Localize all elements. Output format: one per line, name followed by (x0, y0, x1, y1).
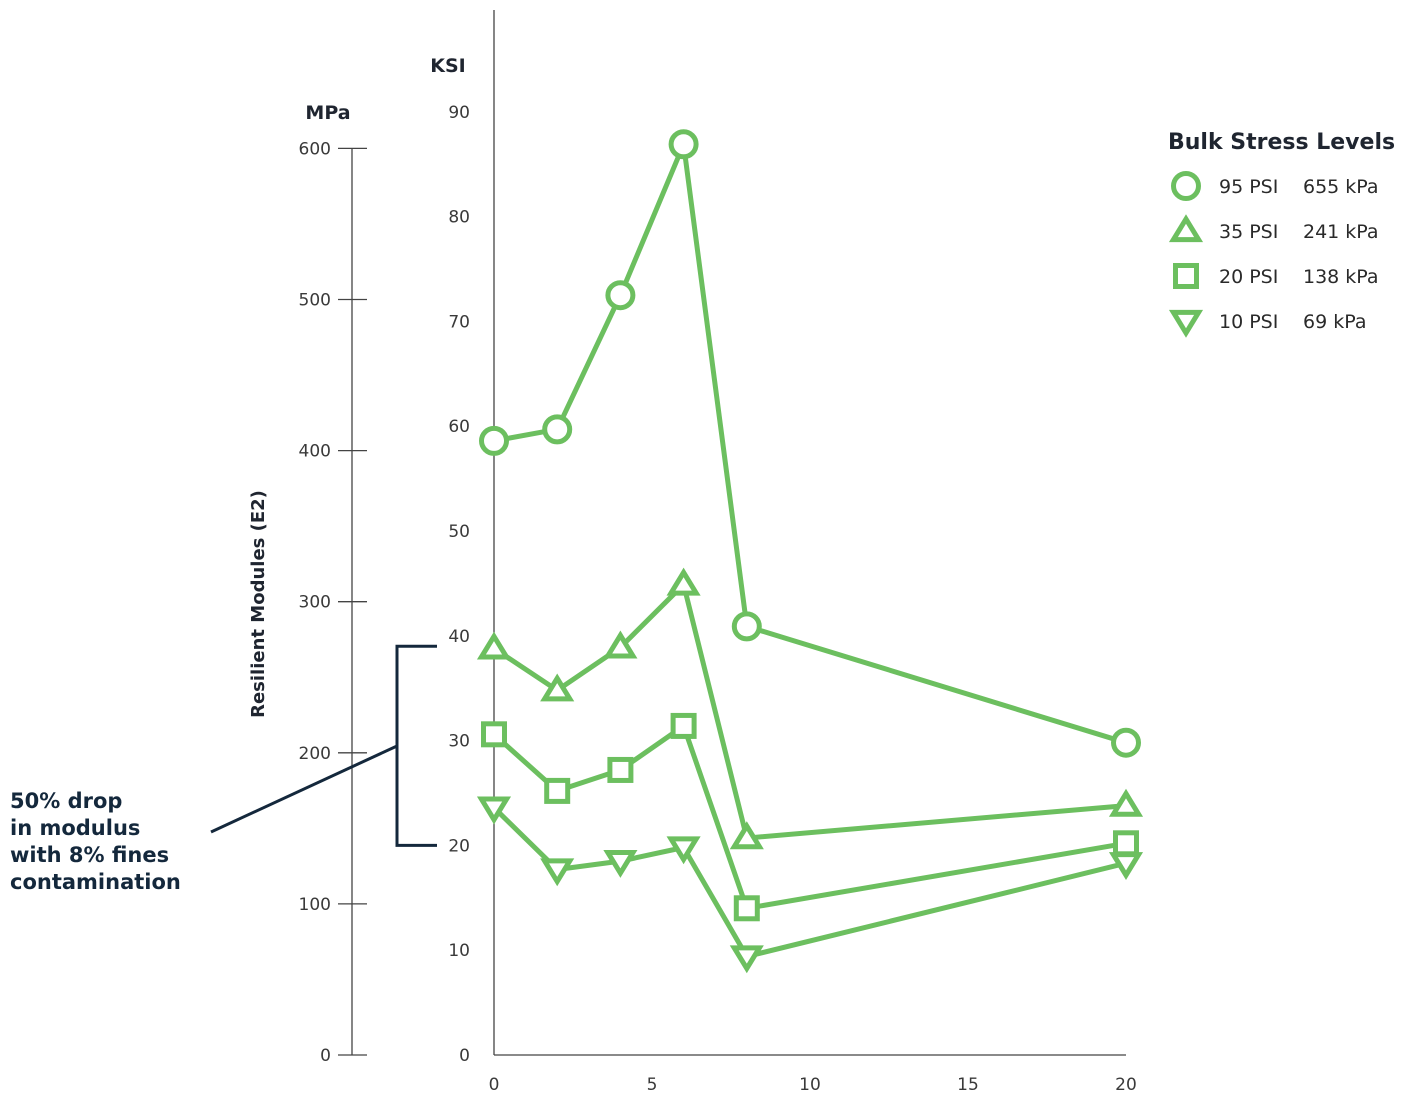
data-point (605, 280, 636, 311)
data-point (540, 858, 575, 887)
legend-item: 35 PSI 241 kPa (1168, 214, 1379, 243)
data-point (1113, 830, 1139, 857)
ksi-axis-label: KSI (430, 55, 465, 77)
legend-label: 95 PSI (1219, 176, 1278, 198)
series-4 (476, 796, 1144, 974)
annotation-layer: 50% drop in modulus with 8% fines contam… (10, 644, 437, 894)
series-1 (479, 129, 1141, 758)
data-point (481, 721, 507, 748)
data-point (540, 673, 575, 702)
annotation-line-3: with 8% fines (10, 843, 169, 867)
data-point (603, 630, 638, 659)
series-2 (476, 567, 1144, 850)
axes-layer: 0102030405060708090KSI010020030040050060… (248, 10, 1137, 1093)
ksi-tick-label: 20 (448, 836, 470, 856)
legend-marker (1173, 263, 1199, 289)
data-point (666, 836, 701, 865)
annotation-line-4: contamination (10, 870, 181, 894)
annotation-bracket (395, 644, 437, 847)
annotation-line-1: 50% drop (10, 789, 122, 813)
data-point (1108, 788, 1144, 817)
data-point (729, 945, 764, 974)
data-point (542, 414, 573, 445)
legend-label-kpa: 138 kPa (1303, 266, 1379, 288)
data-point (607, 756, 634, 783)
series-3 (481, 712, 1139, 922)
mpa-tick-label: 200 (299, 744, 331, 764)
ksi-tick-label: 10 (448, 941, 470, 961)
data-point (479, 425, 509, 456)
mpa-tick-label: 100 (299, 895, 331, 915)
data-point (1108, 852, 1144, 881)
data-point (1111, 727, 1141, 758)
legend-label: 35 PSI (1219, 221, 1278, 243)
legend: Bulk Stress Levels 95 PSI 655 kPa 35 PSI 24… (1168, 130, 1395, 338)
x-tick-label: 10 (799, 1075, 821, 1093)
series-line (492, 805, 1127, 959)
legend-marker (1168, 309, 1204, 338)
legend-item: 95 PSI 655 kPa (1171, 171, 1379, 201)
x-tick-label: 5 (647, 1075, 658, 1093)
mpa-tick-label: 500 (299, 291, 331, 311)
series-layer (476, 129, 1144, 974)
annotation-line-2: in modulus (10, 816, 140, 840)
series-line (493, 141, 1127, 746)
x-tick-label: 15 (957, 1075, 979, 1093)
legend-label-kpa: 69 kPa (1303, 311, 1366, 333)
data-point (476, 796, 512, 825)
ksi-tick-label: 70 (448, 312, 470, 332)
mpa-tick-label: 300 (299, 593, 331, 613)
data-point (729, 821, 764, 850)
data-point (544, 777, 571, 804)
legend-label-kpa: 655 kPa (1303, 176, 1379, 198)
data-point (733, 895, 760, 922)
legend-title: Bulk Stress Levels (1168, 130, 1395, 155)
data-point (670, 712, 697, 739)
legend-marker (1168, 214, 1204, 243)
ksi-tick-label: 60 (448, 417, 470, 437)
ksi-tick-label: 0 (459, 1046, 470, 1066)
legend-label: 10 PSI (1219, 311, 1278, 333)
data-point (668, 129, 699, 160)
annotation-leader-line (210, 744, 398, 834)
mpa-tick-label: 400 (299, 442, 331, 462)
series-line (492, 581, 1127, 841)
ksi-tick-label: 40 (448, 627, 470, 647)
data-point (666, 567, 701, 596)
ksi-tick-label: 90 (448, 103, 470, 123)
legend-marker (1171, 171, 1201, 201)
legend-item: 20 PSI 138 kPa (1173, 263, 1379, 289)
data-point (731, 611, 762, 642)
ksi-tick-label: 30 (448, 732, 470, 752)
legend-label: 20 PSI (1219, 266, 1278, 288)
mpa-tick-label: 600 (299, 139, 331, 159)
x-tick-label: 0 (489, 1075, 500, 1093)
legend-item: 10 PSI 69 kPa (1168, 309, 1366, 338)
ksi-tick-label: 80 (448, 208, 470, 228)
x-tick-label: 20 (1115, 1075, 1137, 1093)
y-axis-title: Resilient Modules (E2) (248, 490, 269, 718)
mpa-tick-label: 0 (320, 1046, 331, 1066)
data-point (476, 631, 512, 660)
series-line (492, 723, 1127, 911)
mpa-axis-label: MPa (305, 102, 350, 124)
data-point (603, 849, 638, 878)
legend-label-kpa: 241 kPa (1303, 221, 1379, 243)
ksi-tick-label: 50 (448, 522, 470, 542)
